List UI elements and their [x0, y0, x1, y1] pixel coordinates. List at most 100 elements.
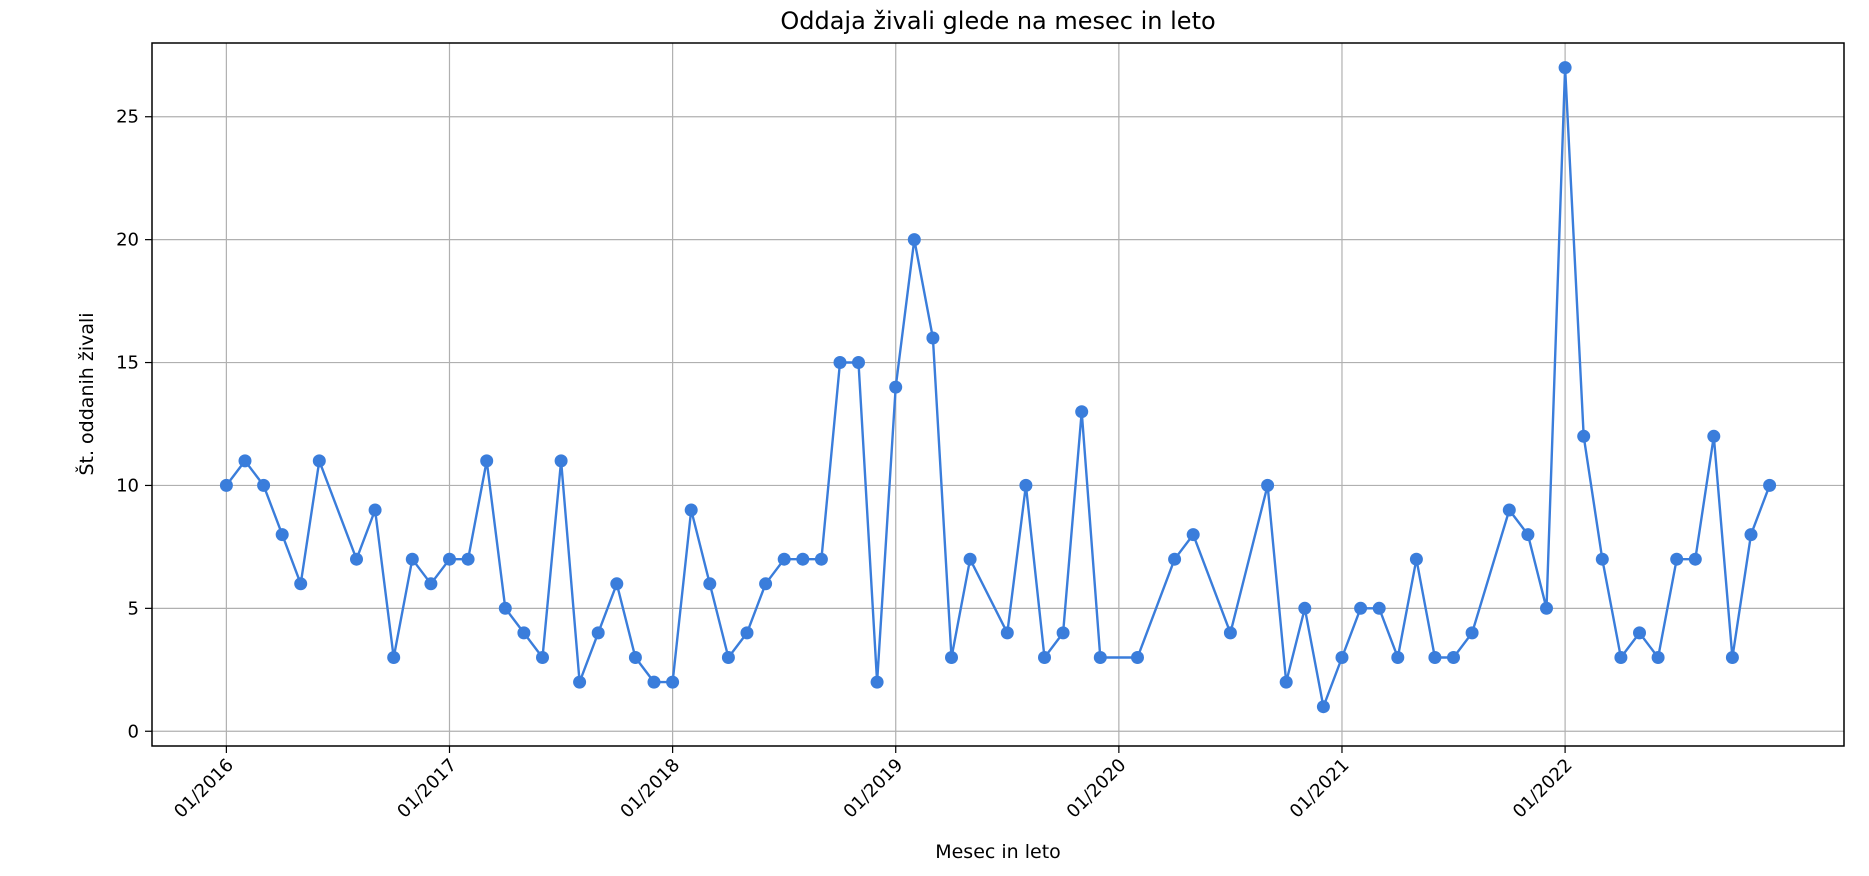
data-point: [889, 380, 903, 394]
data-point: [945, 651, 958, 664]
data-point: [1261, 478, 1275, 492]
data-point: [1614, 651, 1628, 664]
data-point: [368, 503, 382, 517]
data-point: [257, 478, 271, 492]
plot-frame: [151, 42, 1845, 747]
data-point: [498, 601, 512, 615]
x-tick-label: 01/2022: [1509, 755, 1577, 823]
data-point: [1168, 552, 1182, 566]
data-point: [443, 552, 456, 566]
data-point: [628, 651, 642, 664]
data-point: [387, 651, 401, 664]
data-point: [517, 626, 531, 640]
data-point: [591, 626, 605, 640]
data-point: [1595, 552, 1609, 566]
data-point: [1279, 675, 1293, 689]
data-point: [312, 454, 326, 468]
chart-title: Oddaja živali glede na mesec in leto: [780, 7, 1215, 35]
data-point: [1093, 651, 1107, 664]
data-point: [1577, 429, 1591, 443]
data-point: [1316, 700, 1330, 714]
data-point: [1688, 552, 1702, 566]
data-point: [275, 528, 289, 542]
data-point: [1521, 528, 1535, 542]
data-point: [1019, 478, 1033, 492]
x-axis-label: Mesec in leto: [935, 841, 1061, 863]
data-point: [1298, 601, 1312, 615]
data-point: [1409, 552, 1423, 566]
x-tick-label: 01/2019: [840, 755, 908, 823]
data-point: [424, 577, 438, 591]
data-point: [480, 454, 494, 468]
data-point: [536, 651, 549, 664]
data-point: [1447, 651, 1460, 664]
data-point: [814, 552, 828, 566]
data-point: [833, 356, 847, 369]
series-line: [225, 66, 1771, 708]
data-point: [219, 478, 233, 492]
data-point: [759, 577, 773, 591]
data-point: [1223, 626, 1237, 640]
data-point: [554, 454, 568, 468]
data-point: [1502, 503, 1516, 517]
data-point: [666, 675, 680, 689]
data-point: [1725, 651, 1739, 664]
data-point: [1465, 626, 1479, 640]
data-point: [350, 552, 363, 566]
data-point: [1633, 626, 1646, 640]
x-tick-label: 01/2017: [393, 755, 461, 823]
data-point: [294, 577, 308, 591]
y-tick-label: 25: [116, 107, 139, 128]
data-point: [684, 503, 698, 517]
y-tick-label: 10: [116, 475, 139, 496]
y-tick-label: 5: [128, 598, 139, 619]
data-point: [740, 626, 754, 640]
data-point: [1763, 478, 1777, 492]
data-point: [1707, 429, 1721, 443]
y-tick-label: 0: [128, 721, 139, 742]
data-point: [1372, 601, 1386, 615]
data-point: [1038, 651, 1051, 664]
grid: [152, 43, 1844, 746]
data-point: [1354, 601, 1368, 615]
data-point: [852, 356, 865, 369]
data-point: [721, 651, 735, 664]
x-tick-label: 01/2018: [616, 755, 684, 823]
data-point: [907, 233, 921, 247]
data-point: [870, 675, 884, 689]
data-point: [1186, 528, 1200, 542]
data-point: [926, 331, 940, 345]
series: [219, 61, 1777, 714]
x-tick-label: 01/2021: [1286, 755, 1354, 823]
y-axis-label: Št. oddanih živali: [74, 312, 98, 475]
data-point: [1391, 651, 1405, 664]
data-point: [405, 552, 419, 566]
data-point: [1075, 405, 1089, 419]
data-point: [796, 552, 810, 566]
y-tick-label: 15: [116, 353, 139, 374]
data-point: [1744, 528, 1758, 542]
data-point: [573, 675, 587, 689]
data-point: [1000, 626, 1014, 640]
data-point: [1131, 651, 1144, 664]
x-tick-label: 01/2016: [170, 755, 238, 823]
y-tick-label: 20: [116, 230, 139, 251]
data-point: [963, 552, 977, 566]
data-point: [610, 577, 624, 591]
data-point: [1540, 601, 1553, 615]
data-point: [238, 454, 252, 468]
data-point: [777, 552, 791, 566]
data-point: [1335, 651, 1349, 664]
data-point: [1056, 626, 1070, 640]
x-tick-label: 01/2020: [1063, 755, 1131, 823]
y-axis: 0 5 10 15 20 25: [116, 107, 152, 742]
data-point: [1651, 651, 1665, 664]
data-point: [1670, 552, 1684, 566]
data-point: [461, 552, 475, 566]
data-point: [647, 675, 661, 689]
data-point: [1558, 61, 1572, 75]
data-point: [703, 577, 717, 591]
data-point: [1428, 651, 1442, 664]
x-axis: 01/2016 01/2017 01/2018 01/2019 01/2020 01/20…: [170, 746, 1577, 823]
